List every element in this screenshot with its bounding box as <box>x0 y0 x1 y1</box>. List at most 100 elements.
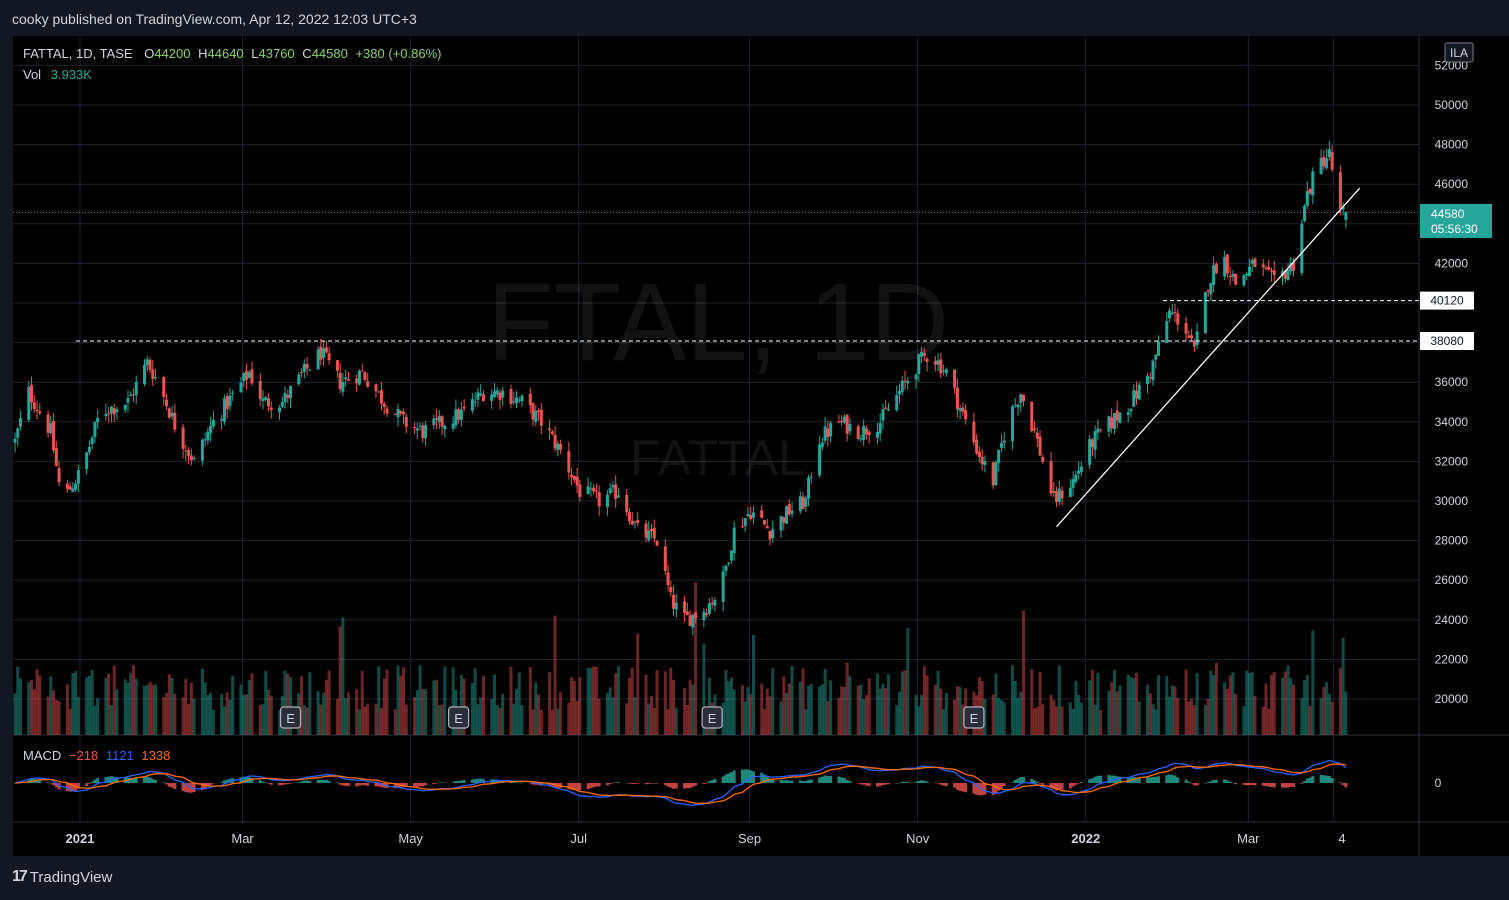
trendline[interactable] <box>1056 187 1361 528</box>
earnings-marker-box[interactable] <box>701 706 723 729</box>
macd-histogram-bar <box>283 783 287 785</box>
candle-body <box>16 428 20 438</box>
candle-body <box>250 369 254 384</box>
volume-bar <box>374 703 378 735</box>
candle-body <box>586 486 590 495</box>
candle-body <box>211 419 215 427</box>
macd-histogram-bar <box>145 776 149 783</box>
candle-body <box>958 407 962 411</box>
volume-bar <box>261 704 265 735</box>
change-value: +380 (+0.86%) <box>355 46 442 61</box>
earnings-marker[interactable]: E <box>448 706 470 729</box>
macd-histogram-bar <box>27 778 31 783</box>
volume-bar <box>1173 686 1177 735</box>
earnings-marker[interactable]: E <box>279 706 302 729</box>
macd-histogram-bar <box>790 780 794 783</box>
macd-histogram-bar <box>1021 776 1025 783</box>
macd-histogram-bar <box>211 783 215 784</box>
volume-bar <box>614 673 618 735</box>
candle-body <box>1052 490 1056 493</box>
volume-bar <box>1206 699 1210 735</box>
volume-bar <box>228 699 232 735</box>
macd-histogram-bar <box>181 783 185 791</box>
macd-histogram-bar <box>1283 783 1287 788</box>
earnings-marker-box[interactable] <box>448 706 470 729</box>
earnings-marker-label[interactable]: E <box>454 711 463 726</box>
macd-histogram-bar <box>749 770 753 783</box>
time-axis[interactable]: 2021 Mar May Jul Sep Nov 2022 Mar 4 <box>66 831 1346 846</box>
volume-bar <box>823 668 827 735</box>
candle-body <box>476 392 480 400</box>
candle-body <box>856 426 860 439</box>
volume-bar <box>531 709 535 735</box>
macd-histogram-bar <box>1187 781 1191 783</box>
earnings-marker[interactable]: E <box>963 706 985 729</box>
time-tick-label: May <box>398 831 423 846</box>
volume-bar <box>842 687 846 735</box>
candle-body <box>829 423 833 437</box>
macd-histogram-bar <box>402 783 406 787</box>
volume-bar <box>181 697 185 735</box>
volume-bar <box>1016 698 1020 735</box>
candle-body <box>52 421 56 451</box>
volume-bar <box>1327 693 1331 735</box>
volume-bar <box>377 666 381 735</box>
candle-body <box>798 496 802 512</box>
earnings-marker-box[interactable] <box>279 706 302 729</box>
candle-body <box>1228 276 1232 278</box>
volume-bar <box>184 678 188 735</box>
candle-body <box>760 510 764 518</box>
volume-bar <box>379 708 383 735</box>
candle-body <box>1225 254 1229 274</box>
candle-body <box>614 484 618 499</box>
candle-body <box>1308 189 1312 194</box>
volume-bar <box>1055 706 1059 735</box>
macd-histogram-bar <box>225 779 229 783</box>
candle-body <box>32 402 36 409</box>
low-label: L <box>251 46 259 61</box>
volume-bar <box>771 668 775 735</box>
candle-body <box>539 409 543 426</box>
candle-body <box>93 421 97 437</box>
volume-bar <box>809 684 813 735</box>
macd-histogram-bar <box>1253 783 1257 786</box>
earnings-marker[interactable]: E <box>701 706 723 729</box>
volume-bar <box>625 703 629 735</box>
volume-bar <box>239 684 243 735</box>
candle-body <box>1035 432 1039 439</box>
volume-bar <box>955 686 959 735</box>
earnings-marker-box[interactable] <box>963 706 985 729</box>
volume-bar <box>126 682 130 735</box>
candle-body <box>247 371 251 378</box>
candle-body <box>1090 439 1094 448</box>
candle-body <box>38 411 42 414</box>
volume-bar <box>548 672 552 735</box>
tradingview-logo[interactable]: 17 TradingView <box>12 868 112 886</box>
candle-body <box>1190 335 1194 339</box>
earnings-marker-label[interactable]: E <box>970 711 979 726</box>
candle-body <box>762 520 766 525</box>
volume-bar <box>867 678 871 735</box>
candle-body <box>881 409 885 421</box>
candle-body <box>300 371 304 373</box>
volume-bar <box>762 709 766 735</box>
macd-histogram-bar <box>683 783 687 789</box>
macd-histogram-bar <box>143 777 147 783</box>
volume-bar <box>1021 610 1025 735</box>
candle-body <box>724 565 728 571</box>
candle-body <box>1209 283 1213 295</box>
horizontal-levels[interactable] <box>76 300 1419 342</box>
candle-body <box>258 381 262 400</box>
candle-body <box>1289 262 1293 271</box>
macd-histogram-bar <box>1300 783 1304 784</box>
earnings-marker-label[interactable]: E <box>708 711 717 726</box>
macd-histogram-bar <box>454 781 458 783</box>
volume-bar <box>572 680 576 735</box>
volume-bar <box>592 666 596 735</box>
volume-bar <box>537 694 541 735</box>
earnings-marker-label[interactable]: E <box>286 711 295 726</box>
candle-body <box>1132 390 1136 407</box>
trendline-group[interactable] <box>1056 187 1361 528</box>
